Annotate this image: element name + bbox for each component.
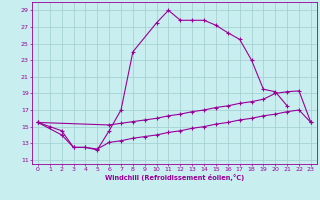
X-axis label: Windchill (Refroidissement éolien,°C): Windchill (Refroidissement éolien,°C) <box>105 174 244 181</box>
